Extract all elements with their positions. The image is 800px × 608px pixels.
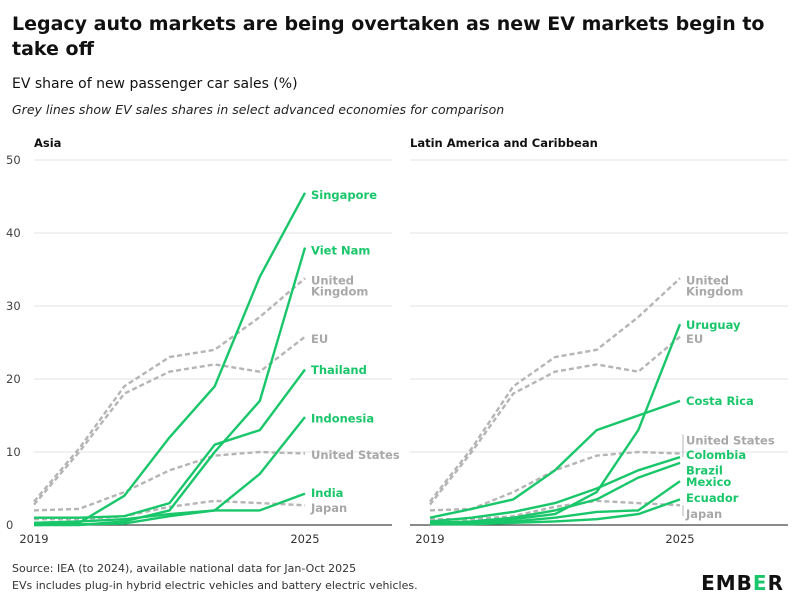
- series-line-japan: [430, 499, 681, 521]
- series-line-ecuador: [430, 498, 681, 526]
- x-tick-label: 2025: [665, 532, 694, 546]
- series-line-united-kingdom: [429, 277, 681, 503]
- series-label-colombia: Colombia: [686, 448, 746, 462]
- series-line-mexico: [429, 480, 681, 525]
- series-label-brazil: Brazil: [686, 463, 723, 477]
- logo-text-end: R: [767, 571, 784, 595]
- series-line-viet-nam: [34, 247, 307, 527]
- series-line-japan: [34, 499, 306, 521]
- series-line-india: [33, 492, 306, 524]
- panel-latin-america-and-caribbean: Latin America and Caribbean 2019 2025 Unite…: [410, 136, 788, 546]
- series-label-united-kingdom: United: [686, 273, 729, 287]
- series-line-costa-rica: [429, 399, 681, 519]
- y-tick-label: 10: [6, 445, 21, 459]
- series-label-japan: Japan: [685, 507, 722, 521]
- panel-title: Latin America and Caribbean: [410, 136, 598, 150]
- chart-title: Legacy auto markets are being overtaken …: [12, 13, 765, 60]
- series-label-eu: EU: [311, 332, 328, 346]
- panel-title: Asia: [34, 136, 61, 150]
- y-tick-label: 40: [6, 226, 21, 240]
- series-line-united-states: [33, 450, 306, 512]
- y-tick-label: 20: [6, 372, 21, 386]
- series-label-costa-rica: Costa Rica: [686, 394, 754, 408]
- series-label-ecuador: Ecuador: [686, 491, 739, 505]
- x-tick-label: 2019: [415, 532, 444, 546]
- y-tick-label: 50: [6, 153, 21, 167]
- series-label-viet-nam: Viet Nam: [311, 244, 370, 258]
- source-note: Source: IEA (to 2024), available nationa…: [12, 562, 357, 575]
- y-tick-label: 30: [6, 299, 21, 313]
- series-label-mexico: Mexico: [686, 475, 731, 489]
- series-line-united-kingdom: [33, 277, 306, 503]
- series-line-singapore: [33, 192, 307, 526]
- panel-asia: Asia 0 10 20 30 40 50 2019 2025 Singapore Viet Nam…: [6, 136, 400, 546]
- series-label-united-states: United States: [686, 433, 775, 447]
- chart-note: Grey lines show EV sales shares in selec…: [12, 102, 505, 117]
- series-line-colombia: [429, 455, 681, 523]
- series-line-eu: [429, 335, 681, 506]
- series-label-thailand: Thailand: [311, 363, 367, 377]
- series-line-indonesia: [33, 416, 306, 527]
- series-label-united-kingdom: Kingdom: [311, 284, 368, 298]
- series-line-united-states: [429, 450, 681, 512]
- series-label-united-states: United States: [311, 448, 400, 462]
- series-label-united-kingdom: Kingdom: [686, 284, 743, 298]
- series-line-uruguay: [429, 323, 682, 526]
- chart-subtitle: EV share of new passenger car sales (%): [12, 76, 298, 92]
- logo-text-accent: E: [752, 571, 768, 595]
- series-label-india: India: [311, 486, 343, 500]
- chart-area: Asia 0 10 20 30 40 50 2019 2025 Singapore Viet Nam…: [6, 136, 788, 546]
- series-label-singapore: Singapore: [311, 188, 377, 202]
- x-tick-label: 2025: [290, 532, 319, 546]
- series-line-thailand: [34, 368, 306, 519]
- series-label-uruguay: Uruguay: [686, 318, 741, 332]
- logo-text-start: EMB: [701, 571, 753, 595]
- series-label-japan: Japan: [310, 501, 347, 515]
- series-label-united-kingdom: United: [311, 273, 354, 287]
- y-tick-label: 0: [6, 518, 13, 532]
- ember-logo: EMBER: [701, 571, 784, 595]
- series-line-brazil: [429, 461, 681, 524]
- x-tick-label: 2019: [19, 532, 48, 546]
- series-label-indonesia: Indonesia: [311, 411, 374, 425]
- definition-note: EVs includes plug-in hybrid electric veh…: [12, 579, 418, 592]
- series-line-eu: [33, 335, 306, 506]
- series-label-eu: EU: [686, 332, 703, 346]
